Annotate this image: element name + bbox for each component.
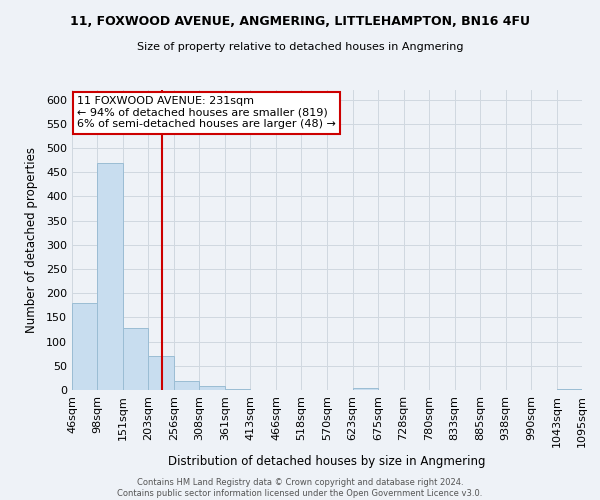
- Text: Contains HM Land Registry data © Crown copyright and database right 2024.
Contai: Contains HM Land Registry data © Crown c…: [118, 478, 482, 498]
- Text: 11 FOXWOOD AVENUE: 231sqm
← 94% of detached houses are smaller (819)
6% of semi-: 11 FOXWOOD AVENUE: 231sqm ← 94% of detac…: [77, 96, 336, 129]
- Bar: [199, 386, 225, 390]
- Bar: [97, 162, 123, 390]
- Bar: [123, 328, 148, 390]
- Bar: [225, 388, 250, 390]
- Bar: [72, 303, 97, 390]
- Bar: [174, 382, 199, 390]
- Bar: [557, 388, 582, 390]
- Bar: [353, 388, 378, 390]
- Bar: [148, 356, 174, 390]
- X-axis label: Distribution of detached houses by size in Angmering: Distribution of detached houses by size …: [168, 455, 486, 468]
- Text: Size of property relative to detached houses in Angmering: Size of property relative to detached ho…: [137, 42, 463, 52]
- Text: 11, FOXWOOD AVENUE, ANGMERING, LITTLEHAMPTON, BN16 4FU: 11, FOXWOOD AVENUE, ANGMERING, LITTLEHAM…: [70, 15, 530, 28]
- Y-axis label: Number of detached properties: Number of detached properties: [25, 147, 38, 333]
